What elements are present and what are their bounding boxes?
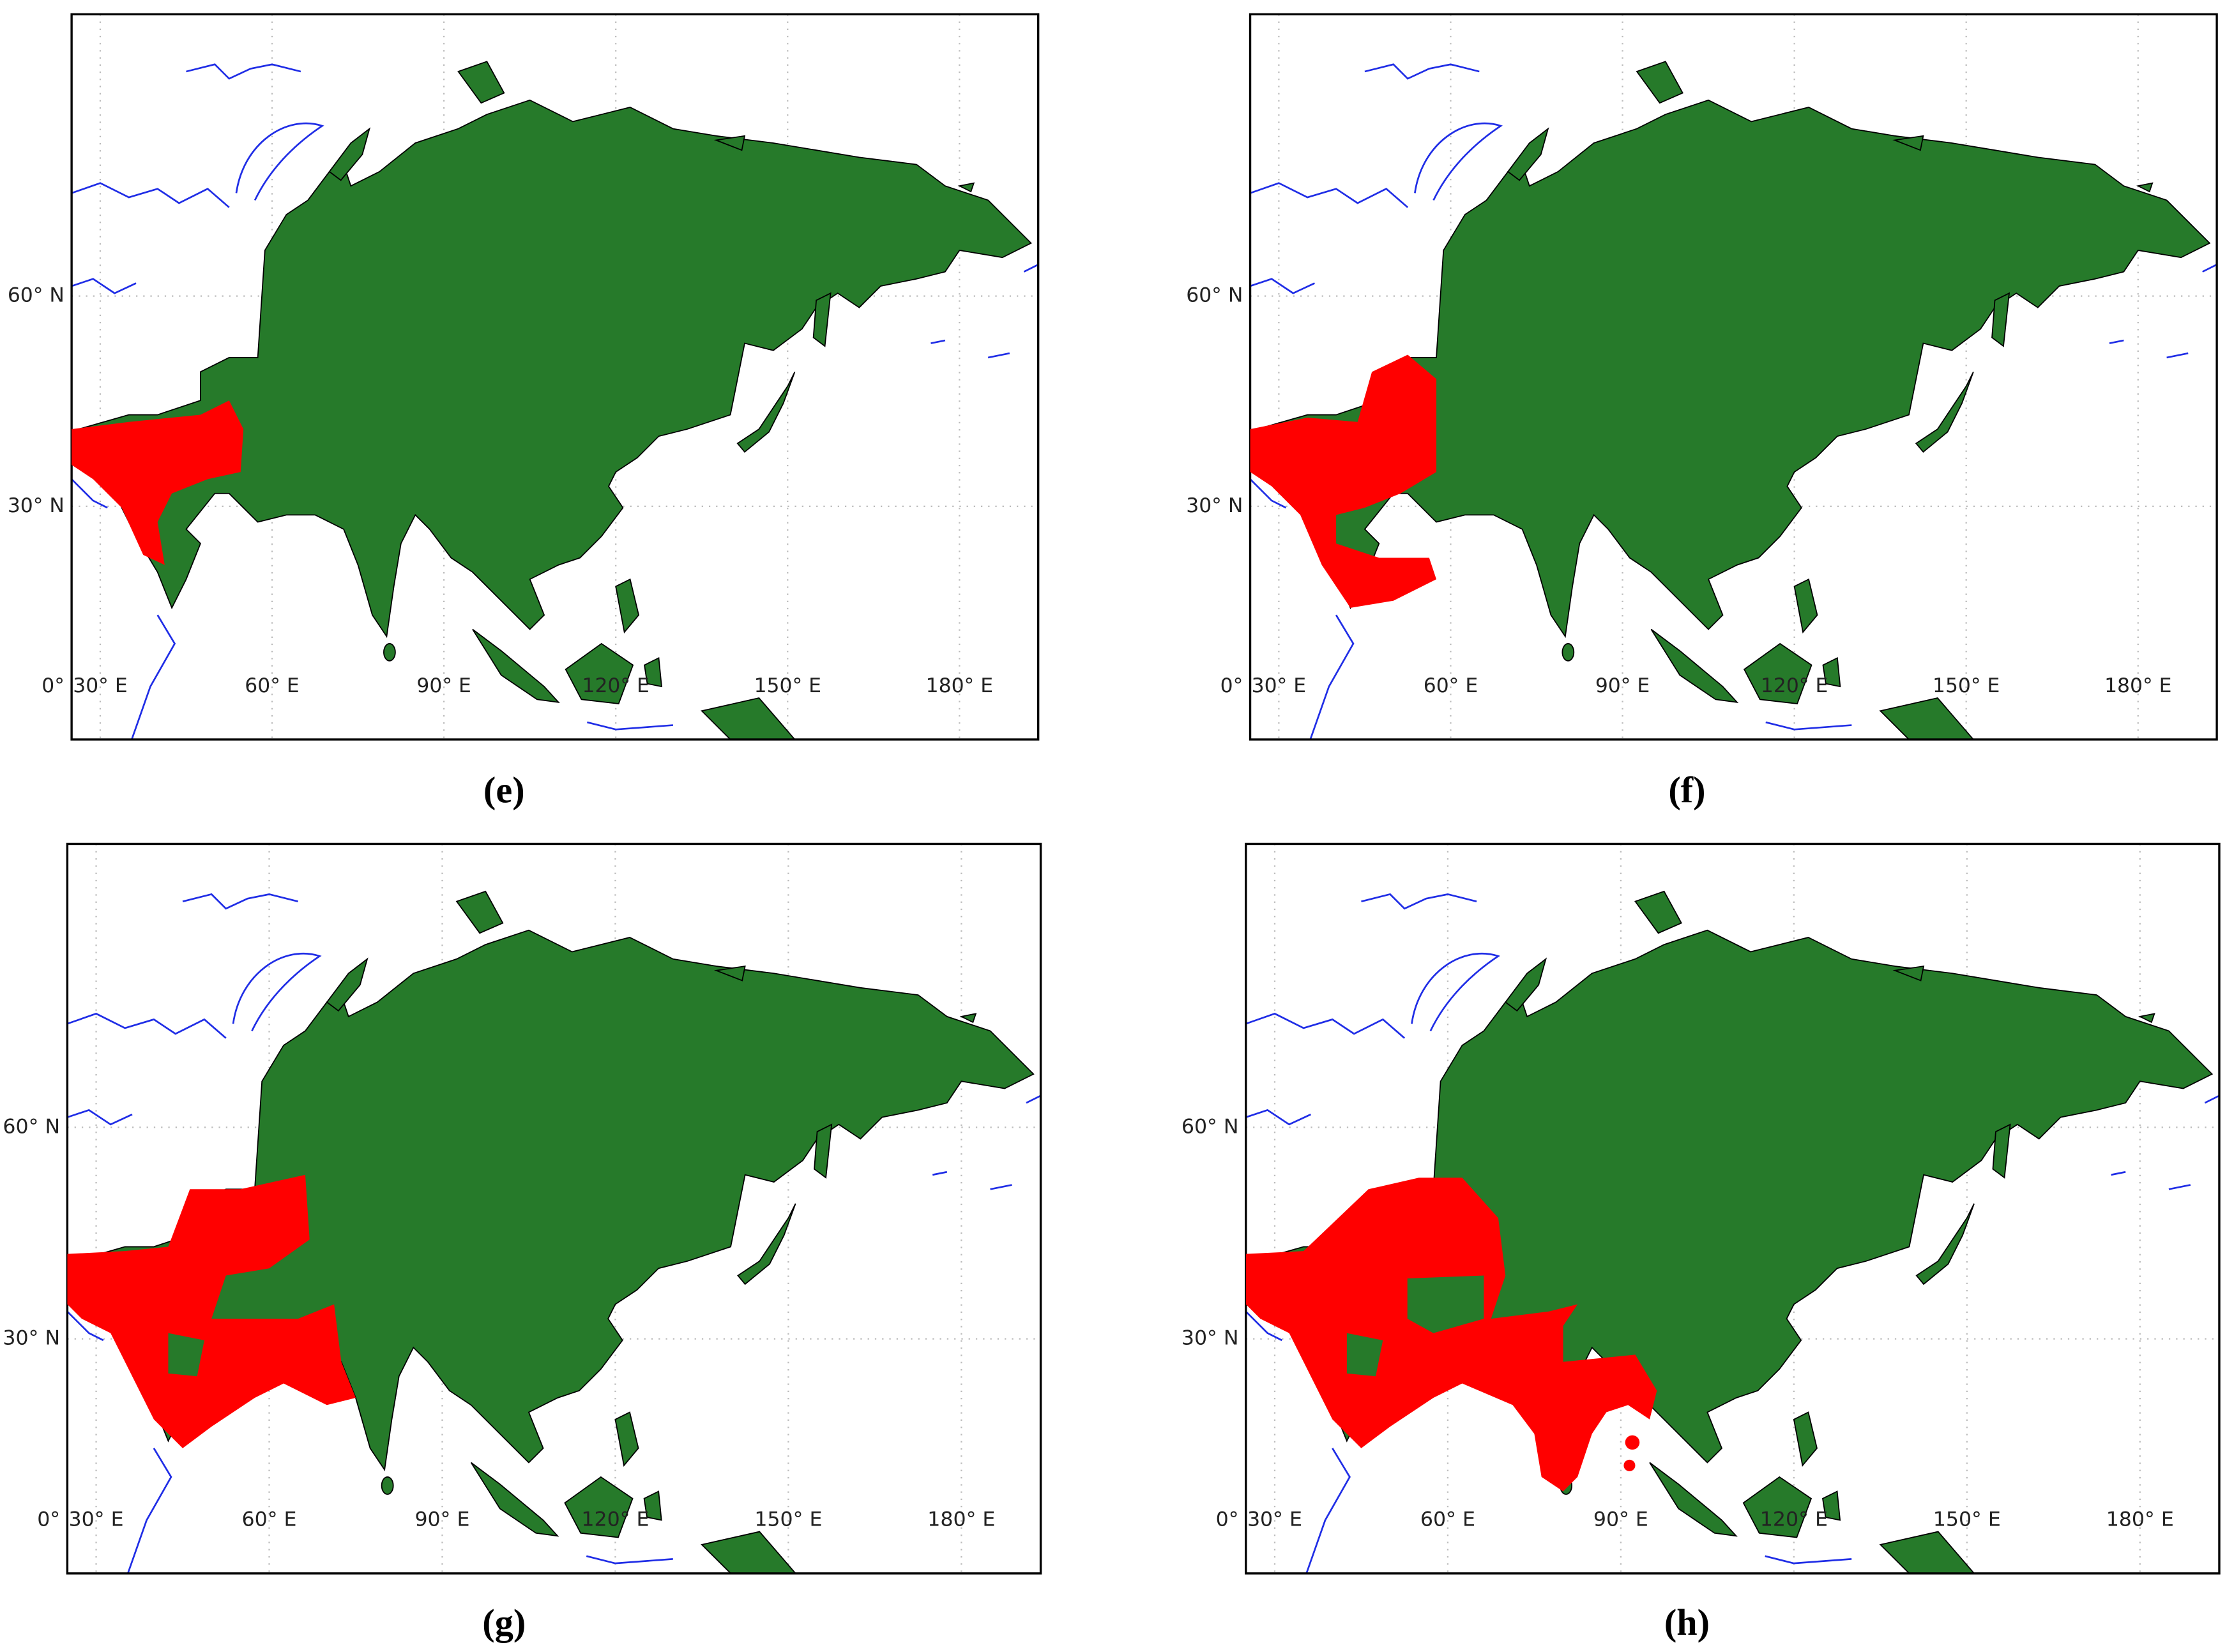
lat-label: 0° xyxy=(1220,674,1243,697)
lon-label: 90° E xyxy=(1593,1508,1648,1531)
map-panel: 60° N 30° N 0° 30° E 60° E 90° E 120° E 150° E 1… xyxy=(8,14,1038,739)
lon-label: 60° E xyxy=(242,1508,297,1531)
lon-label: 120° E xyxy=(582,674,649,697)
base-map xyxy=(72,14,1038,739)
lat-label: 30° N xyxy=(3,1327,60,1350)
lat-label: 60° N xyxy=(3,1115,60,1138)
red-region xyxy=(1245,1178,1657,1492)
panel-caption: (g) xyxy=(482,1602,526,1643)
lon-label: 30° E xyxy=(69,1508,124,1531)
lon-label: 180° E xyxy=(2106,1508,2174,1531)
panel-caption: (e) xyxy=(483,769,525,811)
red-region xyxy=(1250,354,1437,608)
lon-label: 30° E xyxy=(1247,1508,1302,1531)
lon-label: 120° E xyxy=(1761,674,1828,697)
spread-region xyxy=(1245,1178,1657,1492)
lon-label: 30° E xyxy=(1252,674,1306,697)
lat-label: 30° N xyxy=(1182,1327,1239,1350)
green-hole xyxy=(1346,1333,1383,1377)
panel-caption: (f) xyxy=(1668,769,1705,811)
map-panel: 60° N 30° N 0° 30° E 60° E 90° E 120° E 150° E 1… xyxy=(1186,14,2217,739)
red-region xyxy=(1623,1435,1640,1471)
lon-label: 120° E xyxy=(581,1508,649,1531)
lon-label: 180° E xyxy=(2104,674,2171,697)
lat-label: 60° N xyxy=(1186,284,1243,307)
lon-label: 150° E xyxy=(754,1508,822,1531)
map-panel: 60° N 30° N 0° 30° E 60° E 90° E 120° E 150° E 1… xyxy=(3,844,1040,1573)
lon-label: 60° E xyxy=(1424,674,1478,697)
lat-label: 0° xyxy=(37,1508,60,1531)
lon-label: 30° E xyxy=(73,674,127,697)
spread-region xyxy=(1250,354,1437,608)
green-hole xyxy=(1407,1275,1484,1333)
lon-label: 180° E xyxy=(927,1508,995,1531)
lon-label: 90° E xyxy=(414,1508,469,1531)
spread-region xyxy=(67,1174,356,1448)
lon-label: 150° E xyxy=(754,674,821,697)
panel-caption: (h) xyxy=(1664,1602,1710,1643)
lon-label: 150° E xyxy=(1933,674,2000,697)
lat-label: 0° xyxy=(1216,1508,1239,1531)
lat-label: 60° N xyxy=(8,284,65,307)
map-panel: 60° N 30° N 0° 30° E 60° E 90° E 120° E 150° E 1… xyxy=(1182,844,2219,1573)
lon-label: 60° E xyxy=(245,674,299,697)
lon-label: 120° E xyxy=(1760,1508,1828,1531)
lon-label: 60° E xyxy=(1420,1508,1475,1531)
lon-label: 150° E xyxy=(1933,1508,2001,1531)
red-region xyxy=(67,1174,356,1448)
lat-label: 30° N xyxy=(1186,494,1243,517)
lat-label: 30° N xyxy=(8,494,65,517)
red-region xyxy=(72,400,244,565)
lon-label: 90° E xyxy=(416,674,471,697)
lat-label: 0° xyxy=(42,674,65,697)
lon-label: 90° E xyxy=(1595,674,1650,697)
lon-label: 180° E xyxy=(926,674,993,697)
green-hole xyxy=(168,1333,204,1377)
lat-label: 60° N xyxy=(1182,1115,1239,1138)
spread-region xyxy=(72,400,244,565)
